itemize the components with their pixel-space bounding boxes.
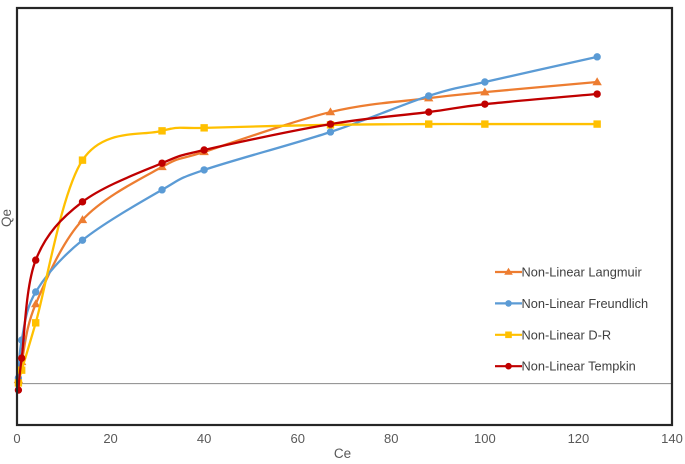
legend-item-non-linear-tempkin: Non-Linear Tempkin bbox=[495, 359, 636, 374]
data-point-non-linear-tempkin bbox=[158, 159, 166, 167]
data-point-non-linear-tempkin bbox=[200, 146, 208, 154]
data-point-non-linear-tempkin bbox=[481, 100, 489, 108]
data-point-non-linear-tempkin bbox=[78, 198, 87, 206]
x-tick-label: 100 bbox=[474, 431, 496, 446]
data-point-non-linear-d-r bbox=[17, 366, 26, 374]
data-point-non-linear-d-r bbox=[481, 120, 489, 128]
data-point-non-linear-langmuir bbox=[77, 215, 88, 224]
series-line-non-linear-d-r bbox=[17, 122, 599, 385]
data-point-non-linear-d-r bbox=[425, 120, 433, 128]
series-line-non-linear-tempkin bbox=[17, 92, 599, 392]
x-tick-label: 140 bbox=[661, 431, 683, 446]
data-point-non-linear-d-r bbox=[593, 120, 601, 128]
data-point-non-linear-tempkin bbox=[17, 354, 26, 362]
data-point-non-linear-freundlich bbox=[425, 92, 433, 100]
data-point-non-linear-langmuir bbox=[592, 77, 602, 86]
series-non-linear-tempkin bbox=[14, 90, 601, 394]
data-point-non-linear-tempkin bbox=[326, 120, 335, 128]
plot-frame bbox=[15, 6, 674, 427]
data-point-non-linear-freundlich bbox=[158, 186, 166, 194]
data-point-non-linear-freundlich bbox=[78, 236, 87, 244]
legend-item-non-linear-d-r: Non-Linear D-R bbox=[495, 327, 611, 342]
data-point-non-linear-freundlich bbox=[593, 53, 601, 61]
legend-label-non-linear-langmuir: Non-Linear Langmuir bbox=[522, 265, 643, 280]
data-point-non-linear-langmuir bbox=[325, 107, 336, 116]
data-point-non-linear-langmuir bbox=[31, 299, 41, 308]
x-tick-label: 120 bbox=[568, 431, 590, 446]
data-point-non-linear-freundlich bbox=[200, 166, 208, 174]
legend-item-non-linear-freundlich: Non-Linear Freundlich bbox=[495, 296, 648, 311]
data-point-non-linear-d-r bbox=[158, 127, 166, 135]
legend-swatch-non-linear-tempkin bbox=[505, 362, 512, 370]
data-point-non-linear-d-r bbox=[78, 156, 87, 164]
x-axis-title: Ce bbox=[333, 446, 352, 461]
data-point-non-linear-freundlich bbox=[326, 128, 335, 136]
legend-swatch-non-linear-freundlich bbox=[505, 300, 512, 307]
data-point-non-linear-tempkin bbox=[425, 108, 433, 116]
data-point-non-linear-freundlich bbox=[32, 288, 40, 296]
legend-item-non-linear-langmuir: Non-Linear Langmuir bbox=[495, 265, 642, 280]
data-point-non-linear-tempkin bbox=[14, 386, 23, 394]
legend-label-non-linear-freundlich: Non-Linear Freundlich bbox=[522, 296, 649, 311]
data-point-non-linear-d-r bbox=[32, 319, 40, 327]
x-tick-label: 60 bbox=[290, 431, 304, 446]
series-line-non-linear-langmuir bbox=[17, 80, 599, 382]
x-tick-label: 20 bbox=[103, 431, 117, 446]
data-point-non-linear-freundlich bbox=[481, 78, 489, 86]
legend-label-non-linear-d-r: Non-Linear D-R bbox=[522, 327, 612, 342]
data-point-non-linear-langmuir bbox=[480, 87, 490, 96]
legend: Non-Linear Langmuir Non-Linear Freundlich… bbox=[495, 265, 648, 374]
series-line-non-linear-freundlich bbox=[17, 55, 599, 380]
legend-swatch-non-linear-langmuir bbox=[504, 267, 513, 275]
data-point-non-linear-tempkin bbox=[593, 90, 601, 98]
x-tick-label: 0 bbox=[13, 431, 20, 446]
data-point-non-linear-tempkin bbox=[32, 256, 40, 264]
x-tick-label: 80 bbox=[384, 431, 398, 446]
data-point-non-linear-d-r bbox=[200, 124, 208, 132]
legend-label-non-linear-tempkin: Non-Linear Tempkin bbox=[522, 359, 636, 374]
series-non-linear-d-r bbox=[14, 120, 601, 387]
legend-swatch-non-linear-d-r bbox=[505, 331, 512, 339]
y-axis-title: Qe bbox=[0, 209, 14, 228]
x-tick-label: 40 bbox=[197, 431, 211, 446]
